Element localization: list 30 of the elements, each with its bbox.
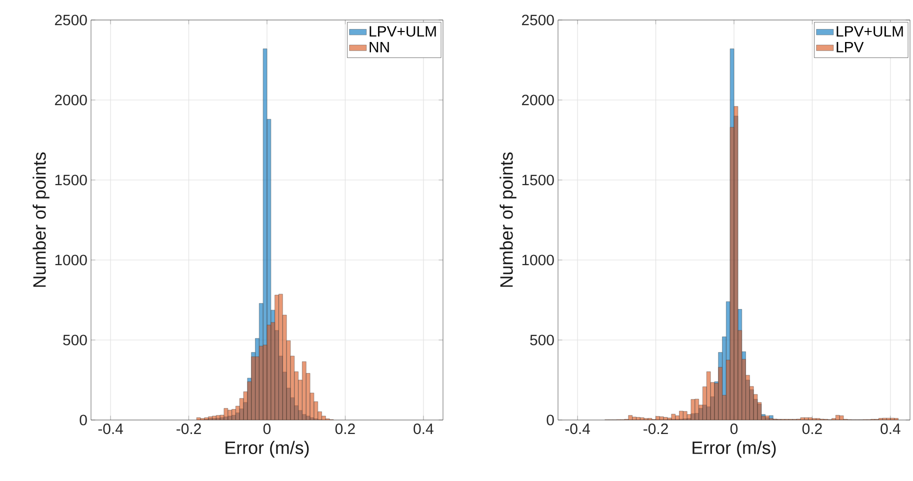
y-tick-label: 1000 bbox=[55, 254, 87, 266]
legend-label: LPV+ULM bbox=[836, 26, 903, 37]
x-tick-label: -0.4 bbox=[98, 424, 123, 434]
x-axis-title: Error (m/s) bbox=[692, 440, 776, 458]
legend-label: NN bbox=[370, 42, 389, 52]
x-tick-label: -0.4 bbox=[565, 424, 590, 434]
y-tick-label: 0 bbox=[80, 414, 87, 426]
x-tick-label: 0.4 bbox=[880, 424, 900, 434]
x-axis-title: Error (m/s) bbox=[226, 440, 309, 458]
x-tick-label: 0.2 bbox=[802, 424, 822, 434]
y-tick-label: 2500 bbox=[522, 14, 554, 26]
y-tick-label: 1500 bbox=[55, 174, 87, 186]
y-tick-label: 1500 bbox=[522, 174, 554, 186]
y-tick-label: 2500 bbox=[54, 14, 87, 26]
y-axis-title: Number of points bbox=[32, 152, 50, 287]
x-tick-label: -0.2 bbox=[644, 424, 668, 434]
x-tick-label: 0.4 bbox=[414, 424, 434, 434]
y-tick-label: 500 bbox=[530, 334, 554, 346]
y-tick-label: 0 bbox=[546, 414, 554, 426]
x-tick-label: 0.2 bbox=[335, 424, 355, 434]
y-tick-label: 2000 bbox=[54, 94, 87, 106]
x-tick-label: 0 bbox=[730, 424, 738, 434]
legend-label: LPV+ULM bbox=[370, 26, 436, 37]
x-tick-label: -0.2 bbox=[176, 424, 201, 434]
legend-label: LPV bbox=[836, 42, 864, 52]
x-tick-label: 0 bbox=[263, 424, 271, 434]
y-axis-title: Number of points bbox=[500, 152, 516, 287]
y-tick-label: 2000 bbox=[522, 94, 554, 106]
y-tick-label: 500 bbox=[63, 334, 87, 346]
y-tick-label: 1000 bbox=[522, 254, 554, 266]
